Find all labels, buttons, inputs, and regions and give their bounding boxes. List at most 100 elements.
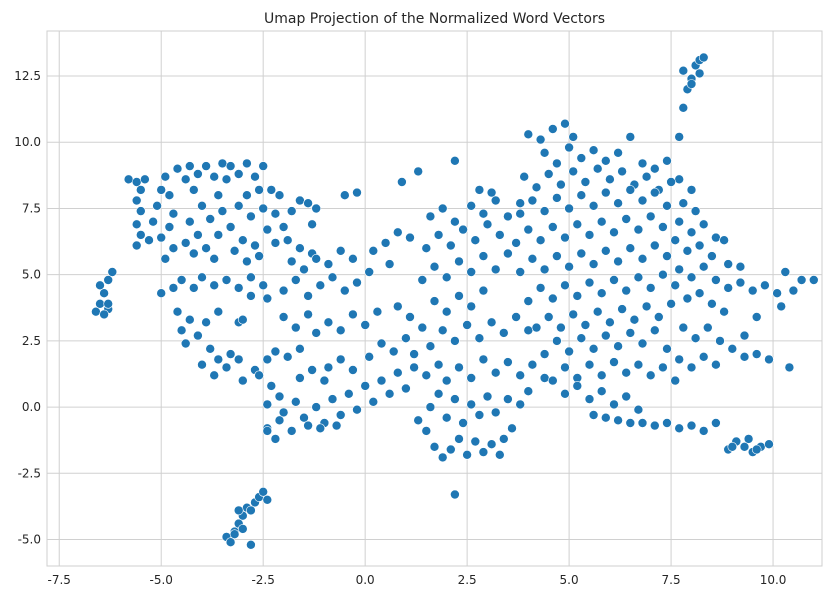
scatter-point bbox=[478, 251, 489, 261]
scatter-point bbox=[441, 375, 452, 386]
scatter-point bbox=[323, 362, 334, 373]
scatter-point bbox=[238, 375, 248, 386]
scatter-point bbox=[197, 359, 207, 370]
scatter-point bbox=[213, 306, 224, 317]
scatter-point bbox=[217, 206, 228, 216]
scatter-point bbox=[727, 441, 738, 452]
scatter-point bbox=[401, 333, 411, 344]
scatter-point bbox=[735, 277, 746, 288]
scatter-point bbox=[625, 132, 636, 142]
scatter-point bbox=[498, 434, 509, 444]
y-tick-label: 12.5 bbox=[14, 69, 41, 83]
scatter-point bbox=[515, 208, 526, 219]
scatter-point bbox=[633, 224, 644, 235]
scatter-point bbox=[494, 230, 505, 240]
scatter-point bbox=[621, 367, 632, 378]
scatter-point bbox=[735, 261, 746, 272]
scatter-point bbox=[788, 285, 799, 296]
scatter-point bbox=[136, 185, 146, 195]
scatter-point bbox=[613, 341, 623, 352]
scatter-point bbox=[739, 351, 750, 362]
scatter-point bbox=[103, 275, 113, 285]
scatter-point bbox=[776, 301, 787, 312]
scatter-point bbox=[596, 386, 607, 397]
scatter-point bbox=[633, 359, 644, 370]
scatter-point bbox=[286, 256, 297, 267]
x-tick-label: 10.0 bbox=[760, 573, 787, 587]
scatter-point bbox=[213, 354, 224, 365]
scatter-point bbox=[507, 423, 517, 434]
scatter-point bbox=[662, 418, 672, 428]
scatter-point bbox=[621, 214, 632, 224]
scatter-point bbox=[572, 219, 583, 230]
scatter-point bbox=[437, 203, 448, 214]
scatter-point bbox=[189, 248, 199, 259]
scatter-point bbox=[262, 354, 273, 365]
scatter-point bbox=[535, 283, 546, 293]
scatter-point bbox=[523, 296, 534, 306]
scatter-point bbox=[99, 309, 109, 320]
scatter-point bbox=[674, 216, 685, 227]
scatter-point bbox=[535, 235, 546, 245]
scatter-point bbox=[254, 251, 264, 261]
scatter-point bbox=[295, 343, 305, 354]
scatter-point bbox=[368, 246, 379, 256]
scatter-point bbox=[339, 190, 350, 200]
scatter-point bbox=[303, 198, 313, 208]
scatter-point bbox=[796, 275, 807, 285]
scatter-point bbox=[307, 365, 317, 375]
scatter-point bbox=[193, 230, 203, 240]
scatter-point bbox=[531, 182, 542, 193]
scatter-point bbox=[384, 388, 395, 399]
scatter-point bbox=[193, 330, 203, 341]
scatter-point bbox=[164, 190, 175, 200]
scatter-point bbox=[511, 238, 521, 248]
scatter-point bbox=[454, 291, 464, 301]
scatter-point bbox=[588, 343, 599, 354]
scatter-point bbox=[270, 238, 281, 248]
scatter-point bbox=[335, 354, 346, 365]
scatter-point bbox=[568, 309, 579, 320]
scatter-point bbox=[600, 246, 611, 256]
scatter-point bbox=[254, 185, 264, 195]
scatter-point bbox=[556, 179, 566, 190]
scatter-point bbox=[678, 198, 689, 208]
scatter-point bbox=[274, 190, 285, 200]
scatter-point bbox=[352, 277, 362, 288]
scatter-point bbox=[262, 224, 273, 235]
scatter-point bbox=[246, 539, 256, 550]
scatter-point bbox=[490, 264, 501, 275]
scatter-point bbox=[421, 370, 432, 381]
scatter-point bbox=[498, 328, 509, 338]
y-axis-ticks: -5.0 -2.5 0.0 2.5 5.0 7.5 10.0 12.5 bbox=[14, 69, 41, 546]
scatter-point bbox=[674, 264, 685, 275]
scatter-point bbox=[229, 529, 240, 540]
scatter-point bbox=[613, 148, 623, 158]
scatter-point bbox=[552, 251, 562, 261]
scatter-point bbox=[658, 362, 668, 373]
scatter-point bbox=[254, 370, 264, 381]
scatter-point bbox=[751, 349, 762, 359]
scatter-point bbox=[197, 272, 207, 283]
scatter-point bbox=[160, 171, 171, 182]
scatter-point bbox=[690, 206, 701, 216]
scatter-point bbox=[596, 370, 607, 381]
scatter-point bbox=[445, 444, 456, 455]
scatter-point bbox=[649, 187, 660, 198]
scatter-point bbox=[417, 322, 428, 333]
scatter-point bbox=[466, 301, 477, 312]
scatter-point bbox=[743, 434, 754, 444]
scatter-point bbox=[474, 333, 485, 344]
scatter-point bbox=[303, 420, 313, 431]
scatter-point bbox=[335, 410, 346, 420]
scatter-point bbox=[503, 357, 513, 367]
scatter-point bbox=[637, 158, 648, 169]
y-tick-label: -5.0 bbox=[18, 533, 41, 547]
scatter-point bbox=[486, 317, 497, 328]
scatter-point bbox=[311, 328, 322, 338]
scatter-point bbox=[238, 524, 248, 534]
scatter-point bbox=[609, 399, 619, 410]
scatter-point bbox=[723, 283, 734, 293]
scatter-point bbox=[136, 206, 146, 216]
scatter-point bbox=[201, 243, 211, 253]
